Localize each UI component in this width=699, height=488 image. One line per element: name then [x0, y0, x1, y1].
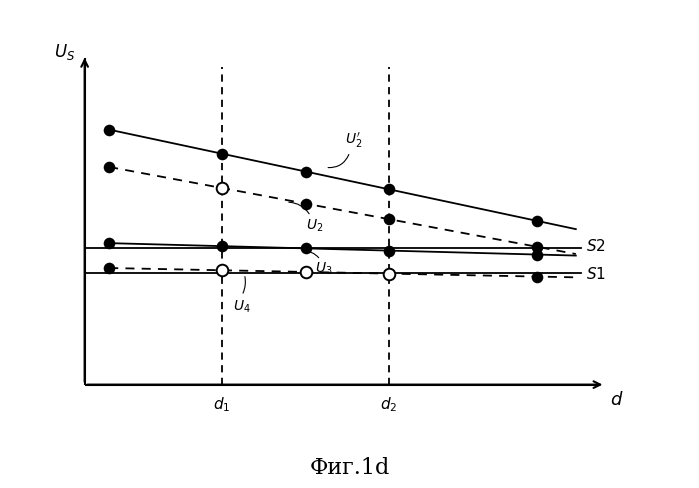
- Point: [217, 184, 228, 192]
- Point: [103, 264, 115, 272]
- Text: $U_4$: $U_4$: [233, 299, 251, 315]
- Point: [103, 239, 115, 247]
- Text: $U_3$: $U_3$: [315, 261, 333, 277]
- Point: [531, 251, 542, 259]
- Point: [217, 242, 228, 250]
- Text: $d_1$: $d_1$: [213, 395, 231, 414]
- Point: [384, 215, 395, 223]
- Point: [217, 150, 228, 158]
- Text: $d$: $d$: [610, 391, 624, 409]
- Point: [384, 270, 395, 278]
- Text: $S1$: $S1$: [586, 266, 605, 282]
- Point: [300, 244, 311, 252]
- Point: [531, 243, 542, 251]
- Text: $U_2'$: $U_2'$: [345, 131, 362, 150]
- Point: [531, 217, 542, 224]
- Point: [531, 273, 542, 281]
- Point: [384, 247, 395, 255]
- Point: [217, 266, 228, 274]
- Text: $S2$: $S2$: [586, 238, 605, 254]
- Text: $U_2$: $U_2$: [305, 218, 323, 234]
- Point: [300, 168, 311, 176]
- Point: [300, 268, 311, 276]
- Text: $d_2$: $d_2$: [380, 395, 398, 414]
- Text: Фиг.1d: Фиг.1d: [310, 457, 389, 480]
- Point: [300, 200, 311, 207]
- Text: $U_S$: $U_S$: [55, 42, 75, 62]
- Point: [103, 126, 115, 134]
- Point: [384, 185, 395, 193]
- Point: [103, 163, 115, 171]
